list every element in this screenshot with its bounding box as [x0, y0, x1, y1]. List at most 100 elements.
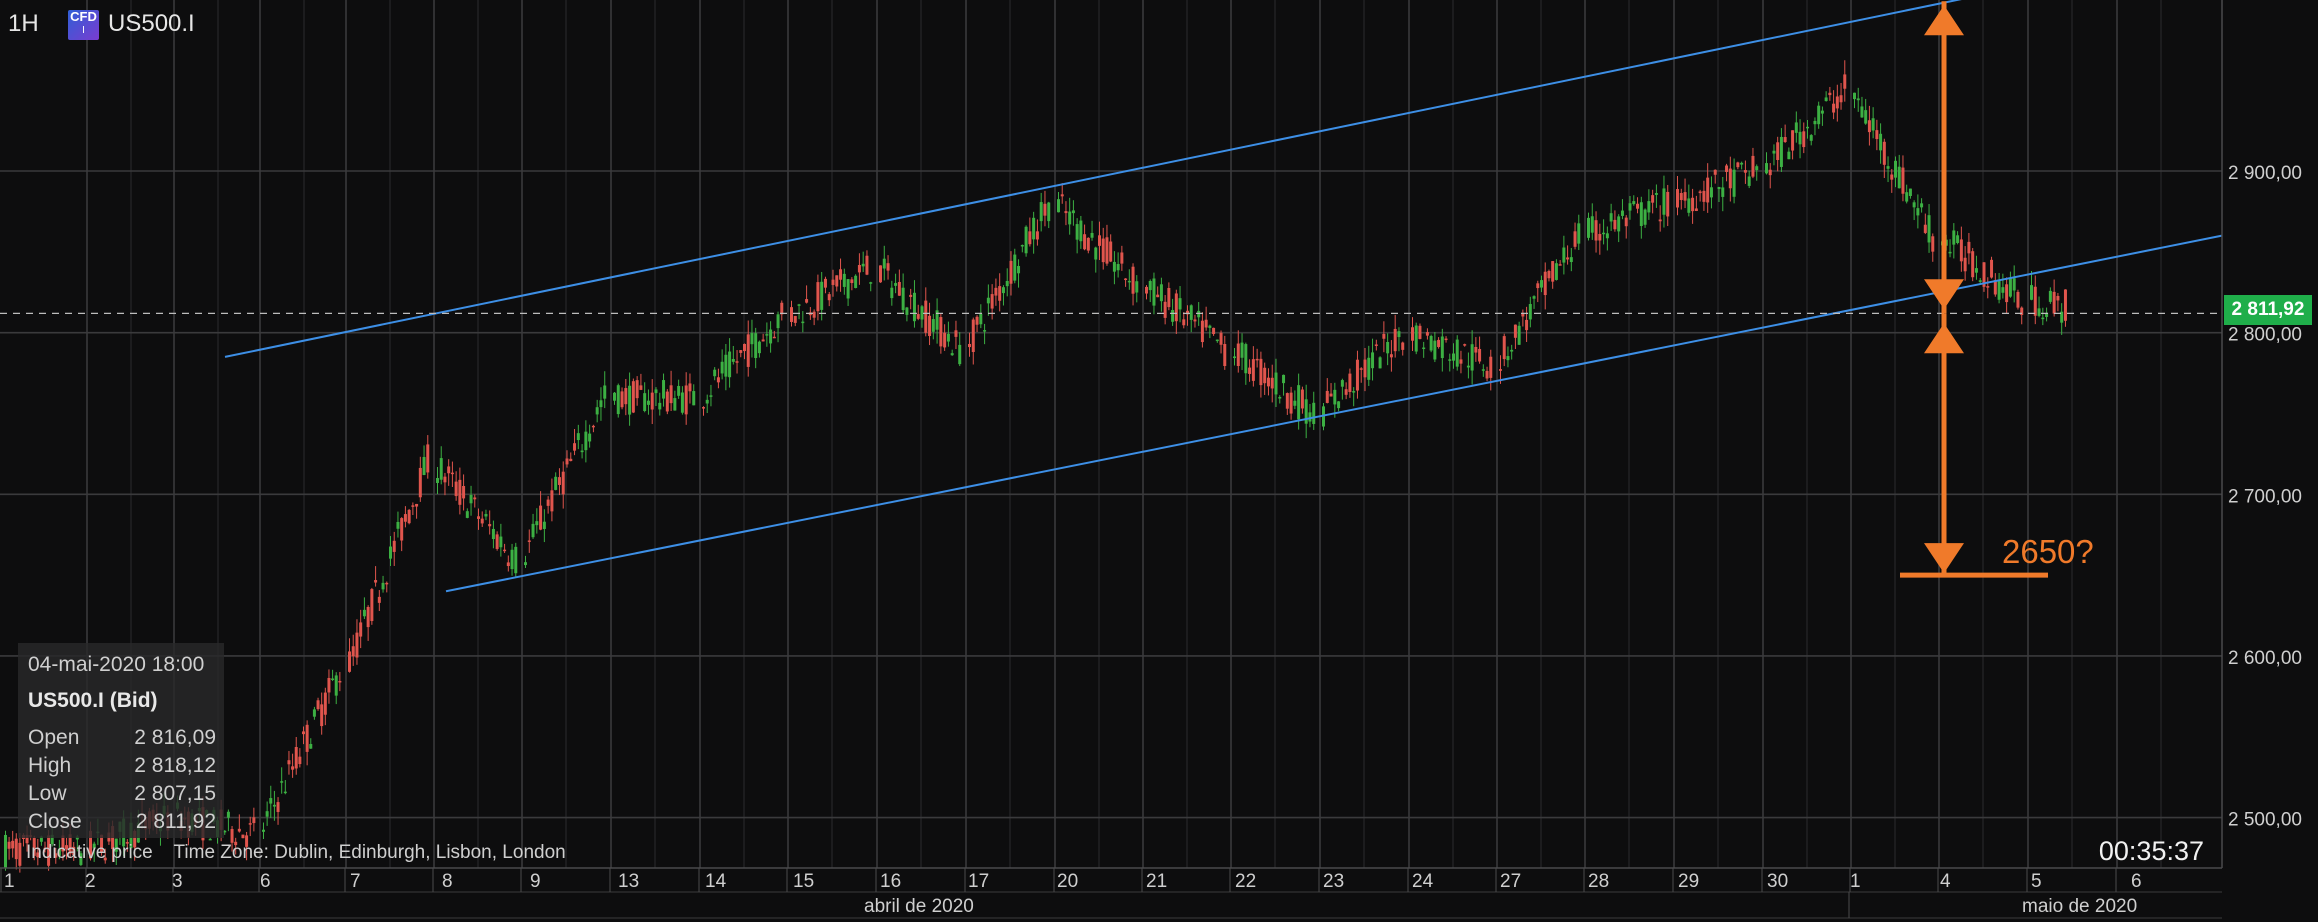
candle-body	[665, 391, 669, 412]
candle-body	[739, 350, 743, 353]
candle-body	[1145, 286, 1148, 294]
candle-body	[772, 336, 776, 339]
candle-body	[728, 351, 732, 378]
symbol-label[interactable]: US500.I	[108, 10, 195, 37]
candle-body	[2005, 284, 2009, 303]
candle-body	[1636, 203, 1640, 209]
candle-body	[531, 523, 535, 538]
candle-body	[359, 622, 363, 637]
candle-body	[986, 297, 990, 304]
candle-body	[905, 307, 909, 315]
arrowhead-top	[1924, 5, 1964, 36]
candle-body	[1536, 283, 1540, 289]
candle-body	[1791, 130, 1795, 151]
candle-body	[510, 549, 514, 570]
candle-body	[1952, 230, 1956, 245]
candle-body	[846, 279, 850, 299]
candle-body	[1470, 344, 1474, 371]
candle-body	[334, 675, 338, 696]
candle-body	[426, 444, 430, 473]
bar-countdown: 00:35:37	[2098, 836, 2204, 866]
candle-body	[1824, 97, 1828, 102]
candle-body	[546, 499, 550, 506]
candle-body	[1562, 247, 1566, 263]
candle-body	[680, 392, 684, 413]
info-label-close: Close	[28, 810, 82, 833]
candle-body	[208, 838, 212, 841]
candle-body	[133, 830, 137, 848]
candle-body	[2060, 311, 2064, 323]
candle-body	[269, 798, 273, 804]
candle-body	[554, 476, 558, 490]
candle-body	[1679, 193, 1683, 201]
info-label-low: Low	[28, 782, 67, 805]
candle-body	[418, 467, 422, 498]
candle-body	[1344, 389, 1348, 395]
candle-body	[1223, 343, 1227, 367]
candle-body	[1963, 257, 1967, 272]
arrowhead-bottom	[1924, 543, 1964, 574]
candle-body	[654, 389, 658, 394]
candle-body	[1624, 217, 1628, 227]
candle-body	[2012, 278, 2016, 291]
annotation-arrows: 2650?	[1900, 1, 2094, 578]
candle-body	[1005, 280, 1009, 287]
candle-body	[912, 292, 916, 322]
candle-body	[1098, 235, 1101, 246]
candle-body	[776, 314, 780, 329]
arrowhead-middle-up	[1924, 323, 1964, 354]
candle-body	[882, 258, 886, 269]
candle-body	[599, 400, 603, 408]
candle-body	[415, 503, 419, 507]
candle-body	[1920, 203, 1924, 208]
candle-body	[1647, 201, 1651, 213]
day-label: 8	[442, 871, 453, 892]
candle-body	[2020, 307, 2024, 315]
candle-body	[1916, 208, 1920, 216]
candle-body	[1047, 202, 1051, 222]
candle-body	[43, 847, 47, 850]
candle-body	[370, 589, 374, 622]
candle-body	[603, 385, 607, 399]
candle-body	[2048, 290, 2052, 302]
candle-body	[724, 354, 728, 377]
candle-body	[1079, 220, 1083, 242]
price-tick-label: 2 800,00	[2228, 325, 2302, 346]
day-label: 6	[2131, 871, 2142, 892]
candle-body	[716, 377, 720, 383]
candle-body	[1982, 262, 1986, 287]
candle-body	[1090, 232, 1094, 238]
candle-body	[327, 677, 331, 693]
candle-body	[1068, 211, 1072, 225]
day-label: 15	[793, 871, 814, 892]
candle-body	[503, 549, 507, 552]
candle-body	[1355, 359, 1359, 391]
candle-body	[1278, 397, 1282, 399]
candle-body	[1573, 231, 1577, 247]
candle-body	[662, 380, 666, 399]
candle-body	[1558, 264, 1562, 266]
timeframe-label[interactable]: 1H	[8, 10, 39, 37]
candle-body	[1755, 166, 1759, 171]
candle-body	[32, 837, 36, 856]
candle-body	[1802, 131, 1806, 148]
candle-body	[50, 834, 54, 845]
candle-body	[514, 546, 518, 574]
candle-body	[280, 781, 284, 783]
candle-body	[557, 477, 561, 485]
candle-body	[1658, 219, 1662, 222]
candle-body	[1035, 231, 1039, 240]
candle-body	[550, 490, 554, 512]
candle-body	[1212, 327, 1216, 335]
candle-body	[1566, 257, 1570, 260]
candle-body	[1547, 270, 1551, 279]
candle-body	[1853, 92, 1856, 100]
candle-body	[7, 841, 11, 849]
candle-body	[1554, 263, 1558, 280]
candle-body	[646, 400, 650, 405]
price-tick-label: 2 600,00	[2228, 648, 2302, 669]
candle-body	[1240, 342, 1244, 358]
candle-body	[790, 307, 793, 322]
candle-body	[994, 287, 998, 296]
